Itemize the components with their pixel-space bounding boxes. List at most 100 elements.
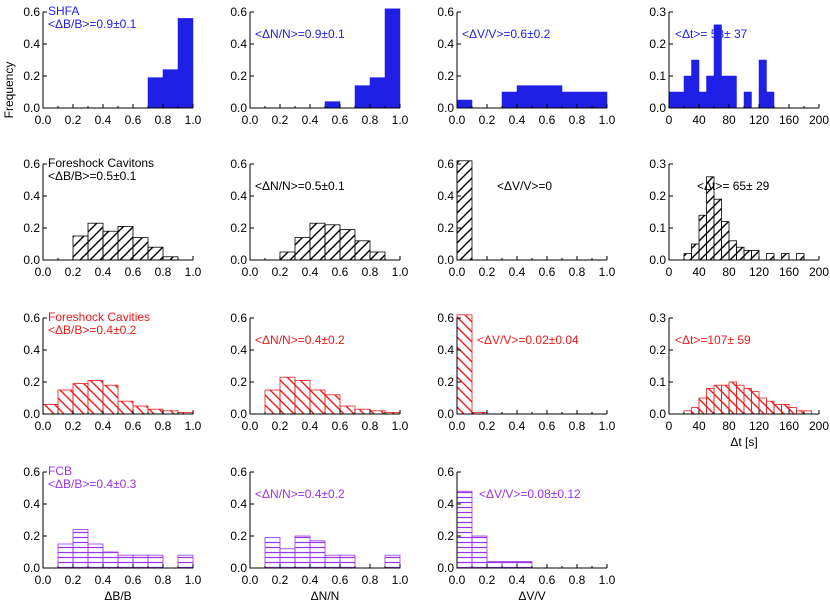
histogram-bar xyxy=(87,222,104,261)
y-tick-label: 0.0 xyxy=(230,561,247,575)
x-tick-label: 1.0 xyxy=(185,113,202,127)
histogram-bar xyxy=(57,543,74,569)
histogram-bar xyxy=(354,240,371,261)
histogram-bar xyxy=(698,91,707,109)
histogram-bar xyxy=(471,535,488,569)
histogram-bar xyxy=(706,387,715,415)
histogram-bar xyxy=(698,214,707,261)
x-tick-label: 0.0 xyxy=(35,265,52,279)
histogram-bar xyxy=(668,91,677,109)
y-tick-label: 0.0 xyxy=(230,407,247,421)
x-tick-label: 1.0 xyxy=(599,419,616,433)
histogram-bar xyxy=(177,554,194,569)
histogram-panel-9: 0.0 0.2 0.4 0.6 0.8 1.0 0.0 0.2 0.4 0.6 Foreshock … xyxy=(23,310,201,433)
histogram-panel-3: 0.0 0.2 0.4 0.6 0.8 1.0 0.0 0.2 0.4 0.6 <ΔV/V>=0.6… xyxy=(437,5,615,127)
x-tick-label: 200 xyxy=(809,419,829,433)
x-tick-label: 0.0 xyxy=(35,113,52,127)
histogram-bar xyxy=(324,101,341,109)
y-tick-label: 0.4 xyxy=(230,189,247,203)
y-tick-label: 0.4 xyxy=(230,497,247,511)
x-tick-label: 0.6 xyxy=(125,419,142,433)
histogram-bar xyxy=(72,529,89,569)
histogram-bar xyxy=(102,551,119,569)
histogram-bar xyxy=(546,85,563,109)
x-tick-label: 0.2 xyxy=(272,113,289,127)
x-tick-label: 0.4 xyxy=(509,113,526,127)
y-tick-label: 0.4 xyxy=(437,343,454,357)
y-tick-label: 0.4 xyxy=(23,37,40,51)
histogram-bar xyxy=(796,253,805,261)
y-tick-label: 0.4 xyxy=(437,37,454,51)
histogram-panel-12: 0 40 80 120 160 200 0.0 0.1 0.2 0.3 <Δt>=107± 59 Δt… xyxy=(649,311,829,449)
x-tick-label: 0.8 xyxy=(155,419,172,433)
x-tick-label: 0.0 xyxy=(35,573,52,587)
x-tick-label: 0.8 xyxy=(362,265,379,279)
y-tick-label: 0.6 xyxy=(23,5,40,19)
histogram-bar xyxy=(721,221,730,261)
histogram-bar xyxy=(147,77,164,109)
panel-row-title: SHFA xyxy=(48,4,79,18)
y-tick-label: 0.6 xyxy=(23,465,40,479)
x-tick-label: 0.0 xyxy=(449,573,466,587)
x-tick-label: 0.4 xyxy=(509,419,526,433)
x-axis-label: Δt [s] xyxy=(730,435,757,449)
y-tick-label: 0.0 xyxy=(649,101,666,115)
y-tick-label: 0.6 xyxy=(437,5,454,19)
x-tick-label: 0.4 xyxy=(509,573,526,587)
histogram-bar xyxy=(339,554,356,569)
histogram-bar xyxy=(324,394,341,415)
x-tick-label: 1.0 xyxy=(392,419,409,433)
histogram-bar xyxy=(531,85,548,109)
histogram-panel-13: 0.0 0.2 0.4 0.6 0.8 1.0 0.0 0.2 0.4 0.6 FCB<ΔB/B>=… xyxy=(23,464,201,603)
histogram-bar xyxy=(736,384,745,415)
x-tick-label: 0.6 xyxy=(125,573,142,587)
panel-annotation: <ΔV/V>=0.6±0.2 xyxy=(462,27,551,41)
histogram-panel-5: 0.0 0.2 0.4 0.6 0.8 1.0 0.0 0.2 0.4 0.6 Foreshock … xyxy=(23,156,201,279)
x-tick-label: 0.8 xyxy=(569,113,586,127)
y-tick-label: 0.2 xyxy=(649,37,666,51)
x-tick-label: 1.0 xyxy=(392,573,409,587)
y-tick-label: 0.6 xyxy=(230,157,247,171)
y-tick-label: 0.0 xyxy=(23,407,40,421)
histogram-bar xyxy=(691,59,700,109)
panel-row-title: FCB xyxy=(48,464,72,478)
histogram-bar xyxy=(698,397,707,415)
histogram-bar xyxy=(501,561,518,569)
x-tick-label: 0.6 xyxy=(332,573,349,587)
histogram-bar xyxy=(691,407,700,415)
histogram-bar xyxy=(576,91,593,109)
x-tick-label: 0.8 xyxy=(362,113,379,127)
x-tick-label: 0 xyxy=(666,265,673,279)
x-tick-label: 0 xyxy=(666,113,673,127)
y-tick-label: 0.0 xyxy=(437,407,454,421)
histogram-bar xyxy=(132,405,149,415)
histogram-panel-14: 0.0 0.2 0.4 0.6 0.8 1.0 0.0 0.2 0.4 0.6 <ΔN/N>=0.4… xyxy=(230,465,408,603)
y-tick-label: 0.6 xyxy=(230,311,247,325)
histogram-bar xyxy=(456,314,473,415)
x-tick-label: 0.6 xyxy=(539,265,556,279)
x-tick-label: 0.0 xyxy=(449,113,466,127)
histogram-bar xyxy=(264,537,281,569)
x-tick-label: 0.2 xyxy=(272,419,289,433)
x-tick-label: 0.0 xyxy=(449,265,466,279)
x-tick-label: 0.2 xyxy=(65,265,82,279)
x-tick-label: 0.8 xyxy=(362,419,379,433)
x-tick-label: 0.4 xyxy=(302,419,319,433)
y-tick-label: 0.0 xyxy=(23,561,40,575)
x-tick-label: 40 xyxy=(692,419,706,433)
histogram-bar xyxy=(384,554,401,569)
y-tick-label: 0.2 xyxy=(230,69,247,83)
panel-annotation: <ΔB/B>=0.4±0.3 xyxy=(48,477,137,491)
panel-annotation: <ΔV/V>=0.08±0.12 xyxy=(479,487,581,501)
histogram-bar xyxy=(279,251,296,261)
x-tick-label: 0.2 xyxy=(479,573,496,587)
x-tick-label: 0.0 xyxy=(242,419,259,433)
histogram-bar xyxy=(728,75,737,109)
histogram-bar xyxy=(294,237,311,261)
x-tick-label: 0 xyxy=(666,419,673,433)
histogram-bar xyxy=(354,408,371,415)
histogram-bar xyxy=(486,561,503,569)
y-tick-label: 0.6 xyxy=(23,311,40,325)
x-axis-label: ΔV/V xyxy=(518,589,545,603)
